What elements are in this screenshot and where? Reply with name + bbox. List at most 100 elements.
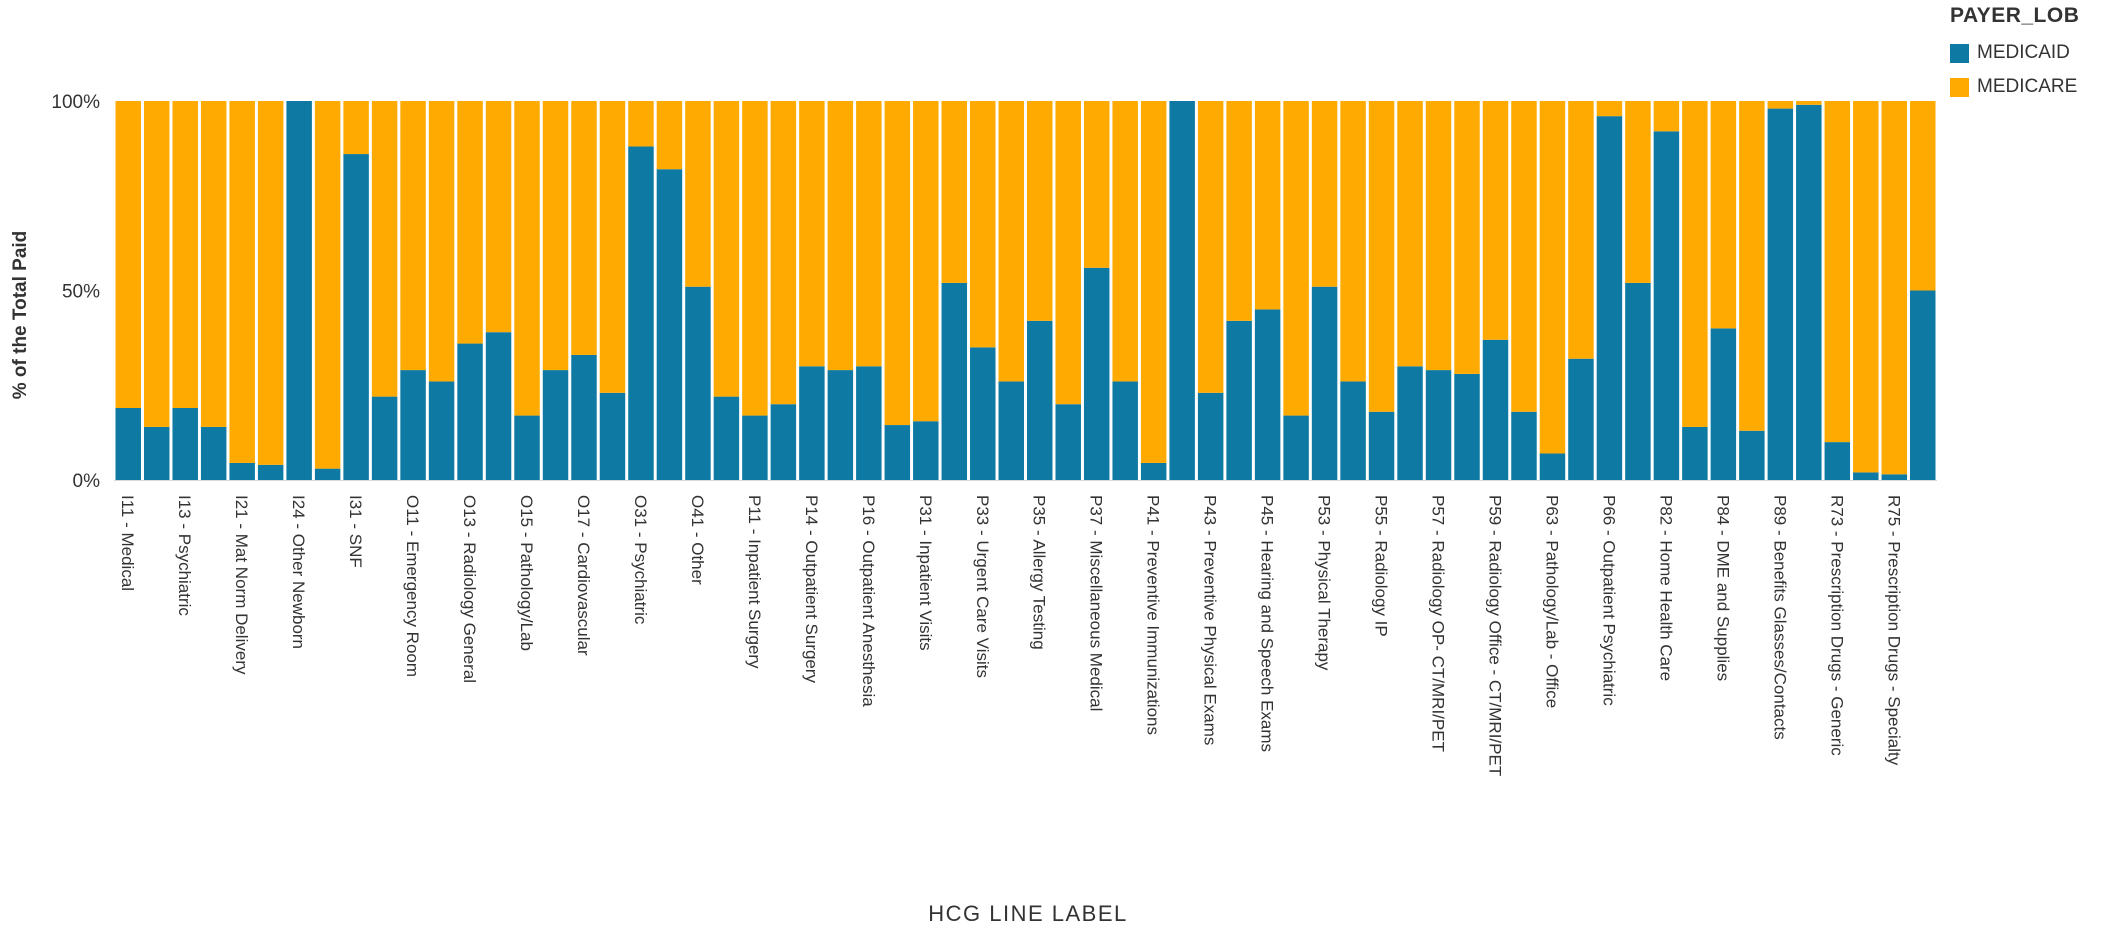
bar-medicaid-o32 xyxy=(656,169,683,480)
bar-medicaid-o16 xyxy=(542,370,569,480)
bar-medicaid-i12 xyxy=(143,426,170,480)
bar-medicaid-p34 xyxy=(998,381,1024,480)
legend-title: PAYER_LOB xyxy=(1950,4,2080,27)
bar-medicare-i25 xyxy=(314,101,341,469)
bar-medicare-p33-urgent-care-visits xyxy=(970,101,996,348)
bar-medicaid-p13 xyxy=(770,404,797,480)
bar-medicaid-p89-benefits-glasses-contacts xyxy=(1767,108,1794,480)
bar-medicare-p63-pathology-lab-office xyxy=(1539,101,1566,454)
bar-medicaid-p32 xyxy=(941,282,968,480)
y-tick-label-0: 0% xyxy=(73,471,101,492)
bar-medicare-o15-pathology-lab xyxy=(514,101,540,416)
x-tick-label-p45-hearing-and-speech-exams: P45 - Hearing and Speech Exams xyxy=(1258,495,1277,752)
bar-medicaid-p11-inpatient-surgery xyxy=(742,415,768,480)
bar-medicare-p34 xyxy=(998,101,1024,382)
bar-medicaid-p37-miscellaneous-medical xyxy=(1083,267,1110,480)
bar-medicare-p67 xyxy=(1625,101,1651,283)
legend-item-medicare: MEDICARE xyxy=(1950,76,2120,98)
bar-medicare-p59-radiology-office-ct-mri-pet xyxy=(1482,101,1509,340)
y-tick-label-50: 50% xyxy=(62,282,100,303)
bar-medicare-o12 xyxy=(428,101,455,382)
bar-medicare-r74 xyxy=(1853,101,1879,473)
bar-medicare-p32 xyxy=(941,101,968,283)
bar-medicaid-r75-prescription-drugs-specialty xyxy=(1881,474,1908,480)
bar-medicare-p37-miscellaneous-medical xyxy=(1083,101,1110,268)
bar-medicaid-o14 xyxy=(485,332,512,480)
x-tick-label-p35-allergy-testing: P35 - Allergy Testing xyxy=(1030,495,1049,650)
x-tick-label-p41-preventive-immunizations: P41 - Preventive Immunizations xyxy=(1144,495,1163,735)
bar-medicaid-p43-preventive-physical-exams xyxy=(1197,392,1224,480)
bar-medicaid-p14-outpatient-surgery xyxy=(799,366,825,480)
x-tick-label-p55-radiology-ip: P55 - Radiology IP xyxy=(1372,495,1391,637)
bar-medicare-i12 xyxy=(143,101,170,427)
bar-medicaid-p83 xyxy=(1682,426,1708,480)
bar-medicaid-p66-outpatient-psychiatric xyxy=(1596,116,1623,480)
x-tick-label-p37-miscellaneous-medical: P37 - Miscellaneous Medical xyxy=(1087,495,1106,711)
x-tick-label-p31-inpatient-visits: P31 - Inpatient Visits xyxy=(916,495,935,651)
bar-medicare-p82-home-health-care xyxy=(1653,101,1680,132)
bar-medicare-o31-psychiatric xyxy=(628,101,654,147)
legend-label-medicaid: MEDICAID xyxy=(1977,42,2070,63)
bar-medicare-p60 xyxy=(1511,101,1537,412)
x-tick-label-p84-dme-and-supplies: P84 - DME and Supplies xyxy=(1713,495,1732,681)
x-tick-label-o31-psychiatric: O31 - Psychiatric xyxy=(631,495,650,625)
bar-medicaid-p36 xyxy=(1055,404,1081,480)
bar-medicare-p10 xyxy=(713,101,740,397)
x-axis-label: HCG LINE LABEL xyxy=(928,901,1128,926)
bar-medicare-p31-inpatient-visits xyxy=(913,101,939,422)
x-tick-label-p33-urgent-care-visits: P33 - Urgent Care Visits xyxy=(973,495,992,678)
bar-medicare-r75-prescription-drugs-specialty xyxy=(1881,101,1908,475)
bar-medicare-p53-physical-therapy xyxy=(1311,101,1338,287)
bar-medicaid-o31-psychiatric xyxy=(628,146,654,481)
bar-medicare-p41-preventive-immunizations xyxy=(1140,101,1167,463)
bar-medicaid-p58 xyxy=(1454,373,1480,480)
bar-medicare-p89-benefits-glasses-contacts xyxy=(1767,101,1794,109)
bar-medicaid-i11-medical xyxy=(115,407,141,480)
bar-medicare-p15 xyxy=(827,101,854,371)
bar-medicare-i11-medical xyxy=(115,101,141,408)
bar-medicare-p90 xyxy=(1796,101,1822,105)
bar-medicare-p43-preventive-physical-exams xyxy=(1197,101,1224,393)
bar-medicaid-p82-home-health-care xyxy=(1653,131,1680,480)
bar-medicaid-i31-snf xyxy=(343,154,369,480)
bar-medicaid-o10 xyxy=(371,396,398,480)
bar-medicare-i22 xyxy=(257,101,284,465)
bar-medicaid-i14 xyxy=(200,426,227,480)
x-tick-label-p14-outpatient-surgery: P14 - Outpatient Surgery xyxy=(802,495,821,684)
bar-medicare-p17 xyxy=(884,101,911,426)
bar-medicare-p11-inpatient-surgery xyxy=(742,101,768,416)
x-tick-label-p53-physical-therapy: P53 - Physical Therapy xyxy=(1315,495,1334,671)
bar-medicaid-p63-pathology-lab-office xyxy=(1539,453,1566,480)
bar-medicare-p58 xyxy=(1454,101,1480,374)
bar-medicare-o14 xyxy=(485,101,512,333)
bar-medicaid-p42 xyxy=(1169,101,1195,480)
bar-medicaid-p44 xyxy=(1226,320,1252,480)
bar-medicaid-o18 xyxy=(599,392,626,480)
bar-medicaid-o17-cardiovascular xyxy=(571,354,597,480)
x-tick-label-i31-snf: I31 - SNF xyxy=(346,495,365,568)
bar-medicaid-p84-dme-and-supplies xyxy=(1710,328,1737,480)
bar-medicare-o17-cardiovascular xyxy=(571,101,597,355)
bar-medicare-r73-prescription-drugs-generic xyxy=(1824,101,1851,443)
bar-medicare-p57-radiology-op-ct-mri-pet xyxy=(1425,101,1452,371)
bar-medicare-o13-radiology-general xyxy=(457,101,483,344)
x-tick-label-p43-preventive-physical-exams: P43 - Preventive Physical Exams xyxy=(1201,495,1220,745)
bar-medicare-p44 xyxy=(1226,101,1252,321)
bar-medicare-p54 xyxy=(1340,101,1366,382)
x-tick-label-p57-radiology-op-ct-mri-pet: P57 - Radiology OP- CT/MRI/PET xyxy=(1429,495,1448,752)
x-tick-label-p63-pathology-lab-office: P63 - Pathology/Lab - Office xyxy=(1542,495,1561,708)
y-tick-label-100: 100% xyxy=(51,92,100,113)
bar-medicaid-p56 xyxy=(1397,366,1423,480)
x-tick-label-p11-inpatient-surgery: P11 - Inpatient Surgery xyxy=(745,495,764,669)
bar-medicare-p85 xyxy=(1739,101,1765,431)
x-tick-label-r73-prescription-drugs-generic: R73 - Prescription Drugs - Generic xyxy=(1827,495,1846,756)
legend-item-medicaid: MEDICAID xyxy=(1950,42,2120,64)
legend: PAYER_LOB MEDICAID MEDICARE xyxy=(1950,4,2120,110)
bar-medicaid-r73-prescription-drugs-generic xyxy=(1824,442,1851,480)
bar-medicare-p55-radiology-ip xyxy=(1368,101,1395,412)
bar-medicaid-o15-pathology-lab xyxy=(514,415,540,480)
bar-medicare-o41-other xyxy=(685,101,711,287)
bar-medicaid-p90 xyxy=(1796,104,1822,480)
bar-medicaid-p33-urgent-care-visits xyxy=(970,347,996,480)
